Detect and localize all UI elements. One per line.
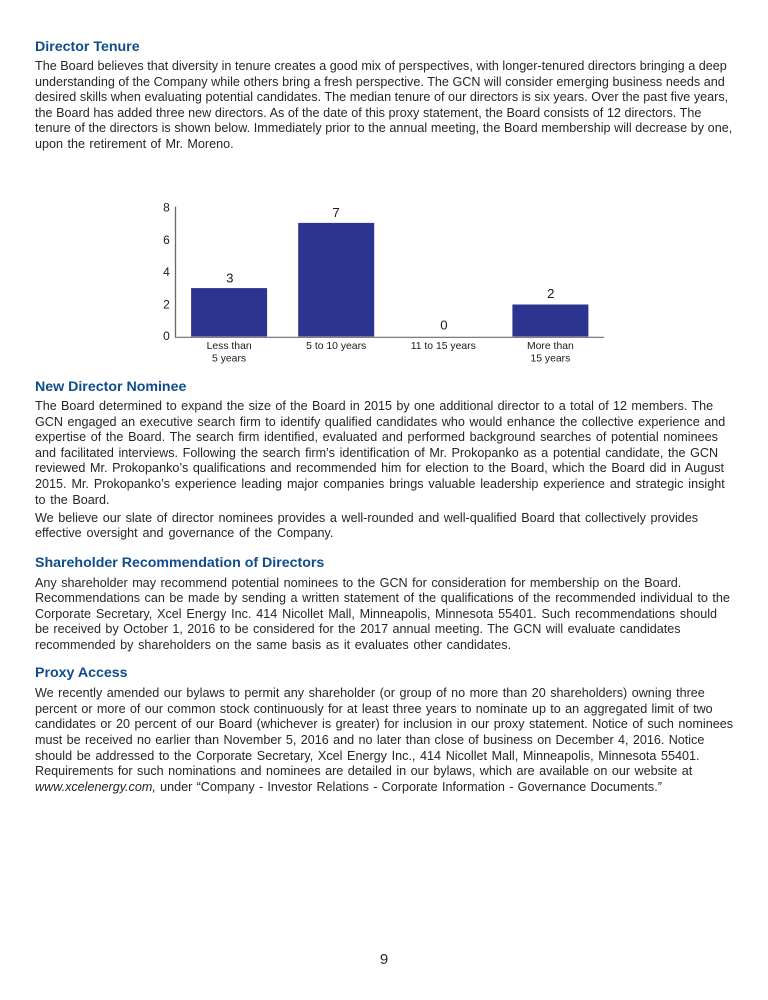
svg-text:5 to 10 years: 5 to 10 years (306, 341, 366, 352)
svg-text:7: 7 (332, 205, 339, 220)
svg-text:6: 6 (163, 233, 170, 247)
svg-text:15 years: 15 years (530, 353, 570, 364)
svg-text:0: 0 (163, 329, 170, 343)
svg-text:3: 3 (226, 270, 233, 285)
svg-text:2: 2 (547, 286, 554, 301)
svg-text:4: 4 (163, 265, 170, 279)
svg-text:5 years: 5 years (212, 353, 246, 364)
svg-text:Less than: Less than (207, 341, 252, 352)
svg-text:2: 2 (163, 297, 170, 311)
svg-text:8: 8 (163, 201, 170, 215)
svg-text:11 to 15 years: 11 to 15 years (411, 341, 476, 352)
svg-text:0: 0 (440, 317, 447, 332)
svg-text:More than: More than (527, 341, 574, 352)
